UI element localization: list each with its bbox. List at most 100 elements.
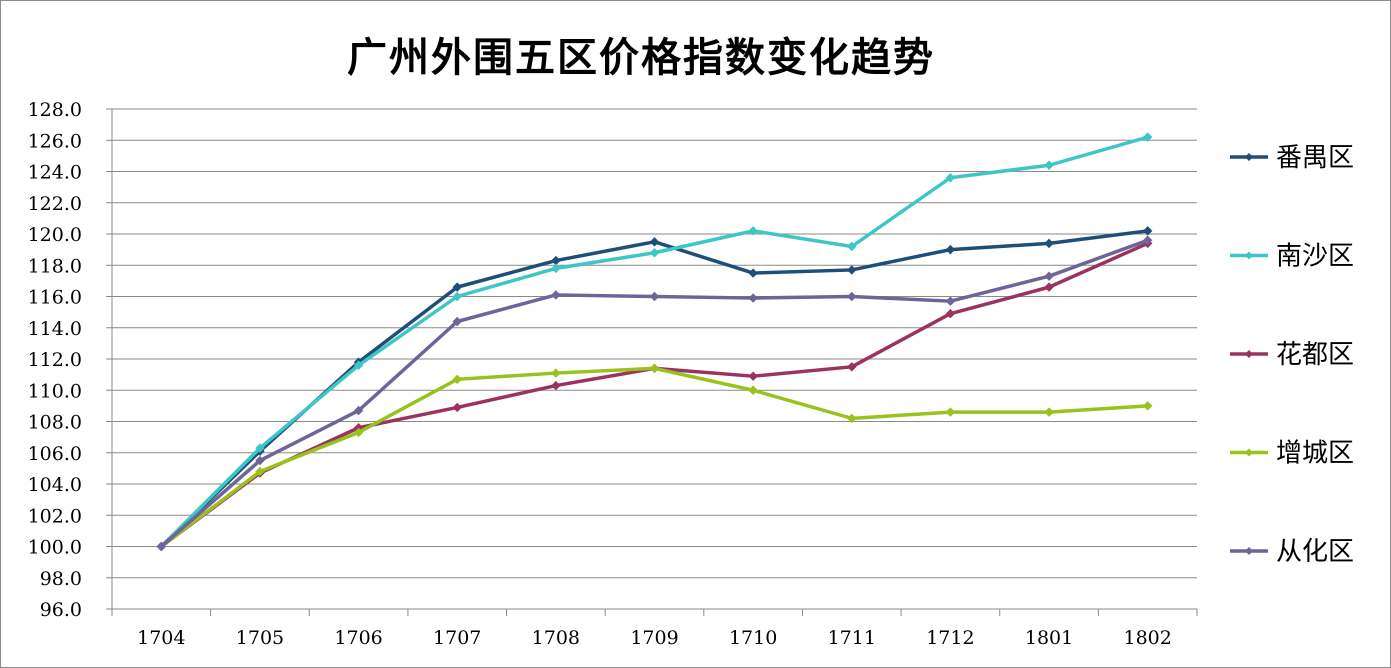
legend-label: 花都区: [1276, 340, 1354, 370]
chart-title: 广州外围五区价格指数变化趋势: [347, 35, 935, 81]
data-point: [748, 293, 758, 303]
x-tick-label: 1801: [1025, 627, 1073, 649]
data-point: [847, 241, 857, 252]
data-point: [1142, 132, 1153, 142]
y-tick-label: 126.0: [28, 130, 82, 152]
data-point: [353, 360, 364, 370]
data-point: [1142, 401, 1153, 411]
data-point: [551, 255, 561, 266]
y-tick-label: 114.0: [28, 318, 82, 340]
data-point: [452, 402, 462, 413]
series-4: [156, 363, 1153, 552]
x-tick-label: 1711: [828, 627, 876, 649]
x-tick-label: 1709: [630, 627, 678, 649]
legend-label: 南沙区: [1276, 242, 1354, 272]
y-tick-label: 128.0: [28, 99, 82, 121]
x-tick-label: 1710: [729, 627, 777, 649]
legend-marker: [1245, 153, 1253, 161]
legend-marker: [1245, 547, 1253, 555]
data-point: [1142, 226, 1153, 236]
x-tick-label: 1707: [433, 627, 481, 649]
data-point: [748, 226, 758, 236]
y-tick-label: 98.0: [40, 568, 82, 590]
y-tick-label: 106.0: [28, 443, 82, 465]
x-tick-label: 1706: [334, 627, 382, 649]
data-point: [551, 380, 561, 391]
data-point: [847, 413, 857, 424]
y-tick-label: 112.0: [28, 349, 82, 371]
data-point: [452, 316, 462, 327]
legend-item: 花都区: [1230, 340, 1354, 370]
legend-marker: [1245, 251, 1253, 260]
y-tick-label: 124.0: [28, 162, 82, 184]
legend-label: 番禺区: [1276, 143, 1354, 173]
legend-label: 增城区: [1276, 439, 1354, 469]
data-point: [945, 244, 956, 255]
data-point: [255, 455, 265, 466]
series-line: [160, 366, 1148, 548]
legend-item: 南沙区: [1230, 242, 1354, 272]
data-point: [649, 248, 660, 258]
y-tick-label: 120.0: [28, 224, 82, 246]
series-2: [156, 132, 1153, 552]
series-1: [156, 226, 1153, 552]
data-point: [748, 268, 758, 278]
series-line: [160, 135, 1149, 548]
x-tick-label: 1802: [1124, 627, 1172, 649]
data-point: [1142, 235, 1153, 245]
data-point: [649, 363, 660, 374]
legend-label: 从化区: [1276, 537, 1354, 567]
data-point: [649, 237, 660, 247]
x-tick-label: 1704: [137, 627, 185, 649]
x-tick-label: 1712: [926, 627, 974, 649]
data-point: [847, 265, 857, 275]
data-point: [748, 385, 758, 395]
data-point: [1044, 271, 1054, 281]
data-point: [551, 290, 561, 300]
legend-item: 番禺区: [1230, 143, 1354, 173]
series-line: [160, 238, 1149, 548]
data-point: [945, 296, 956, 306]
data-point: [255, 443, 265, 453]
data-point: [945, 173, 956, 183]
y-tick-label: 110.0: [28, 380, 82, 402]
data-point: [551, 263, 561, 274]
data-point: [1044, 238, 1054, 249]
series-line: [160, 229, 1148, 548]
data-point: [156, 541, 167, 552]
legend-marker: [1245, 448, 1253, 457]
data-point: [1044, 407, 1054, 417]
data-point: [748, 371, 758, 381]
data-point: [945, 407, 956, 417]
y-tick-label: 96.0: [40, 599, 82, 621]
y-tick-label: 108.0: [28, 412, 82, 434]
legend-marker: [1245, 350, 1253, 358]
y-tick-label: 116.0: [28, 287, 82, 309]
y-tick-label: 102.0: [28, 505, 82, 527]
data-point: [353, 405, 364, 416]
data-point: [452, 282, 462, 292]
legend-item: 从化区: [1230, 537, 1354, 567]
legend-item: 增城区: [1230, 439, 1354, 469]
data-point: [452, 291, 462, 302]
y-tick-label: 118.0: [28, 255, 82, 277]
data-point: [1044, 160, 1054, 170]
data-point: [847, 291, 857, 302]
gridlines: [106, 108, 1197, 610]
data-point: [1044, 282, 1054, 292]
y-tick-label: 122.0: [28, 193, 82, 215]
data-point: [945, 308, 956, 319]
data-point: [649, 291, 660, 302]
data-point: [452, 374, 462, 385]
series-5: [156, 235, 1153, 552]
y-tick-label: 100.0: [28, 537, 82, 559]
data-point: [353, 427, 364, 438]
data-point: [551, 368, 561, 378]
data-point: [847, 362, 857, 372]
y-tick-label: 104.0: [28, 474, 82, 496]
x-tick-label: 1708: [532, 627, 580, 649]
data-point: [255, 466, 265, 477]
series-3: [156, 238, 1153, 552]
